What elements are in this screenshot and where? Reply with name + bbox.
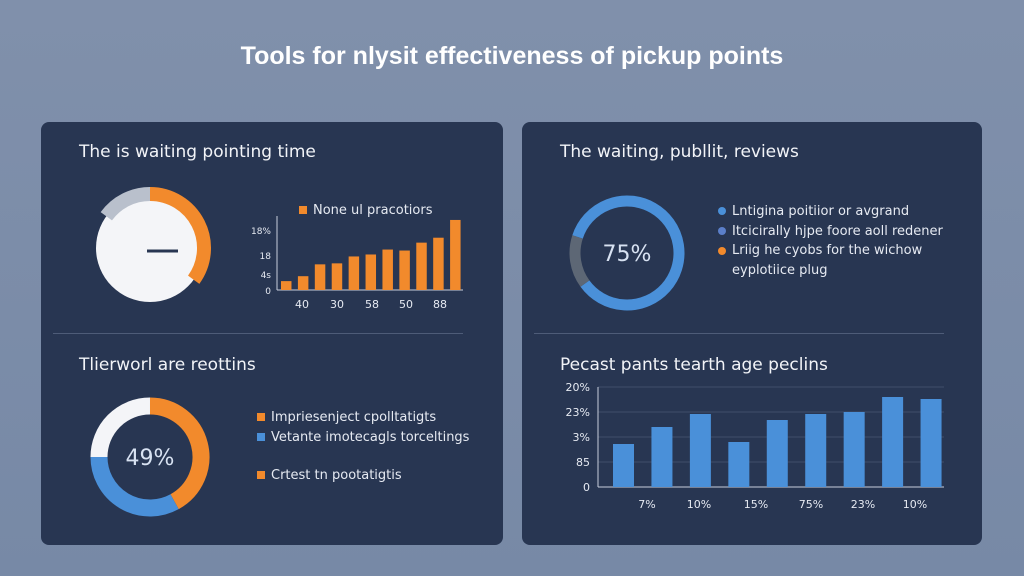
legend-swatch-orange xyxy=(257,413,265,421)
bar xyxy=(450,219,461,290)
legend-swatch-blue xyxy=(257,433,265,441)
y-tick-label: 23% xyxy=(566,406,590,419)
left-donut-legend: Impriesenject cpolltatigts Vetante imote… xyxy=(257,407,469,485)
bar xyxy=(433,237,444,290)
y-tick-label: 85 xyxy=(576,456,590,469)
bar xyxy=(766,420,788,487)
right-donut-legend: Lntigina poitiior or avgrand Itcicirally… xyxy=(718,201,962,281)
bar xyxy=(728,442,750,487)
bar xyxy=(882,397,904,487)
x-tick-label: 30 xyxy=(330,298,344,311)
x-tick-label: 23% xyxy=(851,498,875,511)
left-divider xyxy=(53,333,463,334)
left-donut-legend-item: Crtest tn pootatigtis xyxy=(271,467,402,483)
x-tick-label: 40 xyxy=(295,298,309,311)
left-donut-legend-item: Impriesenject cpolltatigts xyxy=(271,409,437,425)
page-title: Tools for nlysit effectiveness of pickup… xyxy=(240,42,784,70)
right-bottom-heading: Pecast pants tearth age peclins xyxy=(560,355,828,375)
left-panel: The is waiting pointing time None ul pra… xyxy=(41,122,503,545)
x-tick-label: 7% xyxy=(638,498,655,511)
x-tick-label: 15% xyxy=(744,498,768,511)
left-donut-legend-item: Vetante imotecagls torceltings xyxy=(271,429,470,445)
bar xyxy=(297,276,309,290)
gauge-slice-grey xyxy=(100,187,151,221)
bar xyxy=(399,250,410,290)
bar xyxy=(689,414,711,487)
y-tick-label: 0 xyxy=(265,287,271,297)
donut-center-label: 75% xyxy=(603,242,652,267)
legend-dot-orange xyxy=(718,247,726,255)
bar xyxy=(920,399,942,487)
right-top-heading: The waiting, publlit, reviews xyxy=(560,142,799,162)
y-tick-label: 0 xyxy=(583,481,590,494)
donut-center-label: 49% xyxy=(126,446,175,471)
gauge-slice-orange xyxy=(149,187,211,284)
right-donut-legend-item: Lriig he cyobs for the wichow eyplotiice… xyxy=(732,243,923,278)
right-bar-chart: 20% 23% 3% 85 0 7% 10% 15% 75% 23% 10% xyxy=(566,381,944,511)
bar xyxy=(613,444,634,487)
bar xyxy=(382,249,393,290)
bar xyxy=(805,414,827,487)
right-panel: The waiting, publlit, reviews 75% Lntigi… xyxy=(522,122,982,545)
bar xyxy=(281,281,292,290)
bar xyxy=(843,412,865,487)
right-divider xyxy=(534,333,944,334)
legend-dot-blue xyxy=(718,207,726,215)
left-bottom-heading: Tlierworl are reottins xyxy=(79,355,256,375)
bar xyxy=(331,263,343,290)
y-tick-label: 3% xyxy=(573,431,590,444)
x-tick-label: 10% xyxy=(687,498,711,511)
left-bar-legend: None ul pracotiors xyxy=(299,200,432,220)
x-tick-label: 58 xyxy=(365,298,379,311)
y-tick-label: 4s xyxy=(261,271,272,281)
legend-swatch-orange xyxy=(299,206,307,214)
bar xyxy=(365,254,377,290)
right-donut-legend-item: Itcicirally hjpe foore aoll redener xyxy=(732,223,943,239)
x-tick-label: 75% xyxy=(799,498,823,511)
right-donut-legend-item: Lntigina poitiior or avgrand xyxy=(732,203,910,219)
x-tick-label: 50 xyxy=(399,298,413,311)
gauge-slice-white xyxy=(96,194,204,302)
donut-slice-white xyxy=(90,397,151,458)
donut-slice-orange xyxy=(149,397,210,510)
y-tick-label: 20% xyxy=(566,381,590,394)
left-bar-legend-label: None ul pracotiors xyxy=(313,202,433,218)
bar xyxy=(416,242,427,290)
legend-swatch-orange xyxy=(257,471,265,479)
y-tick-label: 18 xyxy=(260,252,272,262)
bar xyxy=(348,256,360,290)
donut-slice-blue xyxy=(90,456,179,517)
legend-dot-blue xyxy=(718,227,726,235)
x-tick-label: 10% xyxy=(903,498,927,511)
right-donut-chart: 75% xyxy=(569,195,685,311)
bar xyxy=(314,264,326,290)
x-tick-label: 88 xyxy=(433,298,447,311)
donut-slice-grey xyxy=(569,235,590,287)
bar xyxy=(651,427,673,487)
donut-slice-blue xyxy=(572,195,685,311)
left-top-heading: The is waiting pointing time xyxy=(79,142,316,162)
left-donut-chart: 49% xyxy=(90,397,210,517)
left-bar-chart: 18% 18 4s 0 40 30 58 50 88 xyxy=(251,216,463,311)
left-gauge-chart xyxy=(96,187,211,302)
y-tick-label: 18% xyxy=(251,227,271,237)
